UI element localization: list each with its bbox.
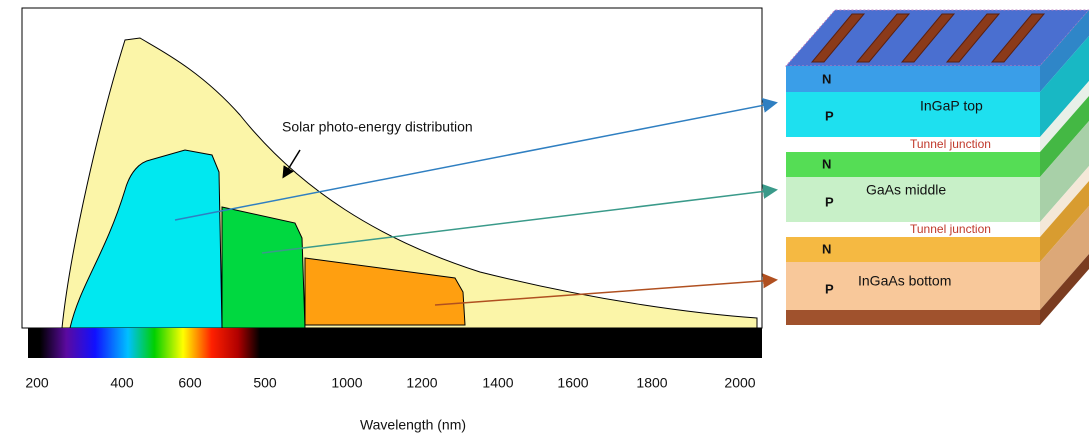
n-label: N [822,156,831,171]
substrate [786,310,1040,325]
x-axis-label: Wavelength (nm) [360,417,466,433]
middle-cell-band [222,207,305,328]
layer-name: InGaAs bottom [858,273,951,289]
diagram: Solar photo-energy distribution 200 400 … [0,0,1089,441]
p-label: P [825,108,834,123]
annotation: Solar photo-energy distribution [282,119,473,135]
x-tick-label: 2000 [724,375,755,391]
visible-spectrum [40,328,260,358]
n-label: N [822,71,831,86]
layer-name: GaAs middle [866,182,946,198]
x-tick-label: 500 [253,375,277,391]
x-ticks: 200 400 600 500 1000 1200 1400 1600 1800… [25,375,755,391]
p-label: P [825,281,834,296]
x-tick-label: 1600 [557,375,588,391]
x-tick-label: 200 [25,375,49,391]
solar-cell: N P InGaP top Tunnel junction N P GaAs m… [786,10,1089,325]
x-tick-label: 1400 [482,375,513,391]
x-tick-label: 1800 [636,375,667,391]
tunnel-label: Tunnel junction [910,222,991,236]
n-label: N [822,241,831,256]
tunnel-label: Tunnel junction [910,137,991,151]
x-tick-label: 1200 [406,375,437,391]
layer-name: InGaP top [920,98,983,114]
x-tick-label: 600 [178,375,202,391]
p-label: P [825,194,834,209]
x-tick-label: 1000 [331,375,362,391]
x-tick-label: 400 [110,375,134,391]
